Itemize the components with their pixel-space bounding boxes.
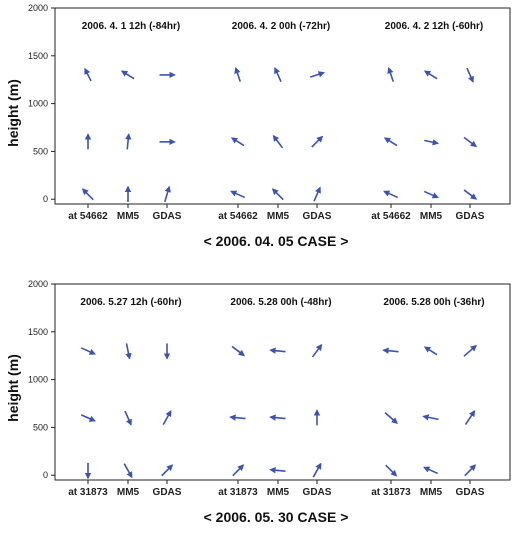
wind-arrow <box>269 414 286 421</box>
x-tick-label: GDAS <box>153 211 182 222</box>
wind-arrow <box>423 70 438 80</box>
wind-arrow <box>271 188 284 201</box>
wind-arrow <box>387 66 395 82</box>
x-tick-label: at 54662 <box>371 211 411 222</box>
wind-arrow <box>311 343 323 358</box>
wind-arrow <box>234 66 242 82</box>
wind-arrow <box>84 67 92 82</box>
wind-arrow <box>80 414 96 422</box>
wind-arrow <box>269 467 286 474</box>
wind-arrow <box>464 464 477 477</box>
y-tick-label: 1000 <box>28 99 48 109</box>
wind-arrow <box>161 464 174 477</box>
y-tick-label: 2000 <box>28 3 48 13</box>
wind-arrow <box>423 190 439 199</box>
wind-arrow <box>463 189 478 200</box>
y-tick-label: 500 <box>33 146 48 156</box>
wind-arrow <box>385 464 398 477</box>
x-tick-label: at 31873 <box>218 487 258 498</box>
x-tick-label: MM5 <box>117 487 140 498</box>
plot-frame <box>54 7 511 205</box>
y-tick-label: 0 <box>43 194 48 204</box>
wind-arrow <box>163 185 171 203</box>
wind-arrow <box>231 345 246 357</box>
y-tick-label: 1000 <box>28 375 48 385</box>
plot-frame <box>54 283 511 481</box>
x-tick-label: at 31873 <box>68 487 108 498</box>
wind-arrow <box>80 347 96 355</box>
wind-arrow <box>230 190 246 199</box>
wind-arrow <box>424 139 439 146</box>
x-tick-label: MM5 <box>420 211 443 222</box>
wind-arrow <box>312 462 322 478</box>
case-label: < 2006. 04. 05 CASE > <box>204 233 349 249</box>
wind-arrow <box>229 414 246 421</box>
x-tick-label: MM5 <box>267 487 290 498</box>
wind-arrow <box>120 70 135 80</box>
wind-arrow <box>423 346 438 356</box>
chart-2006-04-05: height (m) < 2006. 04. 05 CASE > 0 500 100… <box>5 3 511 249</box>
case-label: < 2006. 05. 30 CASE > <box>204 509 349 525</box>
panel-title: 2006. 4. 1 12h (-84hr) <box>82 21 180 32</box>
x-tick-label: GDAS <box>303 211 332 222</box>
x-tick-label: at 31873 <box>371 487 411 498</box>
wind-arrow <box>230 137 245 147</box>
wind-arrow <box>81 188 94 201</box>
wind-arrow <box>464 410 476 426</box>
x-tick-label: GDAS <box>153 487 182 498</box>
x-tick-label: GDAS <box>456 487 485 498</box>
x-tick-label: MM5 <box>420 487 443 498</box>
x-tick-label: at 54662 <box>218 211 258 222</box>
panel-title: 2006. 5.28 00h (-36hr) <box>383 297 484 308</box>
wind-arrow <box>269 347 286 354</box>
y-tick-label: 0 <box>43 470 48 480</box>
wind-arrow <box>125 343 132 360</box>
wind-arrow <box>309 71 325 78</box>
wind-arrow <box>383 190 399 199</box>
wind-arrow <box>383 137 398 147</box>
y-tick-label: 1500 <box>28 51 48 61</box>
wind-arrow <box>232 464 245 477</box>
y-axis-label: height (m) <box>5 79 21 147</box>
panel-title: 2006. 4. 2 00h (-72hr) <box>232 21 330 32</box>
wind-arrow <box>274 67 282 83</box>
wind-arrow <box>313 186 321 202</box>
wind-arrow <box>124 410 132 426</box>
chart-2006-05-30: height (m) < 2006. 05. 30 CASE > 0 500 100… <box>5 279 511 525</box>
y-tick-label: 1500 <box>28 327 48 337</box>
y-tick-label: 2000 <box>28 279 48 289</box>
x-tick-label: GDAS <box>303 487 332 498</box>
y-tick-label: 500 <box>33 422 48 432</box>
wind-arrow <box>162 409 172 425</box>
wind-arrow <box>272 134 284 149</box>
wind-arrow <box>422 414 439 421</box>
wind-arrow <box>382 347 399 354</box>
x-tick-label: MM5 <box>267 211 290 222</box>
y-axis-label: height (m) <box>5 354 21 422</box>
x-tick-label: at 54662 <box>68 211 108 222</box>
panel-title: 2006. 4. 2 12h (-60hr) <box>385 21 483 32</box>
x-tick-label: MM5 <box>117 211 140 222</box>
wind-arrow <box>384 412 398 424</box>
wind-arrow <box>423 466 439 475</box>
wind-arrow <box>123 463 133 479</box>
panel-title: 2006. 5.28 00h (-48hr) <box>230 297 331 308</box>
wind-arrow <box>466 67 474 83</box>
wind-arrow <box>463 344 477 357</box>
wind-arrow <box>463 136 478 148</box>
wind-arrow <box>125 133 132 150</box>
x-tick-label: GDAS <box>456 211 485 222</box>
wind-arrow <box>311 135 324 148</box>
panel-title: 2006. 5.27 12h (-60hr) <box>80 297 181 308</box>
